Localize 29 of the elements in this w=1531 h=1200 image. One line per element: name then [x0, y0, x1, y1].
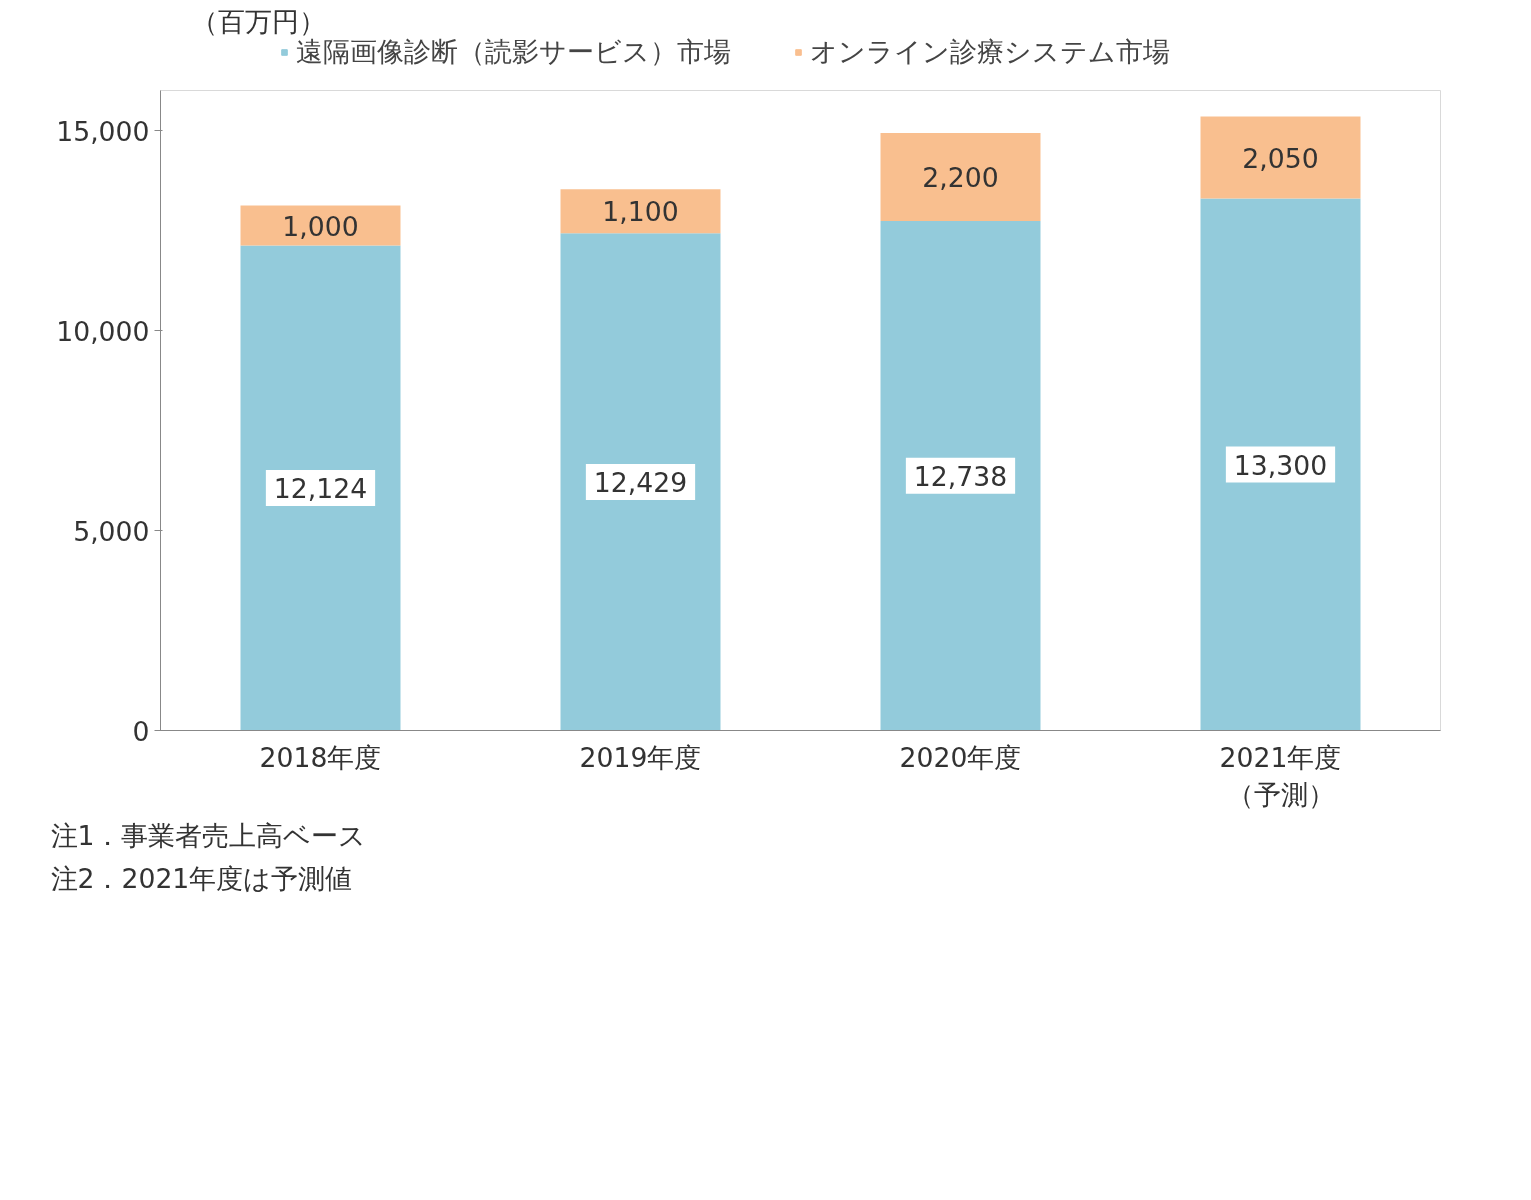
x-tick-label: 2018年度 [259, 741, 382, 773]
bar [560, 189, 721, 234]
y-tick-label: 0 [132, 715, 150, 747]
y-tick-label: 15,000 [56, 115, 150, 147]
data-label: 2,050 [1242, 142, 1319, 174]
y-axis-title: （百万円） [190, 5, 326, 37]
text: 注1．事業者売上高ベース [50, 819, 367, 851]
bar [880, 220, 1041, 731]
legend-label: オンライン診療システム市場 [809, 35, 1170, 69]
y-tick-label: 10,000 [56, 315, 150, 347]
x-tick-label: 2020年度 [899, 741, 1022, 773]
data-label: 1,100 [602, 196, 679, 228]
data-label: 12,738 [913, 460, 1008, 492]
bar [880, 132, 1041, 221]
y-tick-label: 5,000 [73, 515, 150, 547]
x-tick-label: 2021年度（予測） [1219, 741, 1342, 810]
x-tick-label: 2019年度 [579, 741, 702, 773]
legend-label: 遠隔画像診断（読影サービス）市場 [295, 36, 731, 69]
bar [240, 245, 401, 731]
text: 注2．2021年度は予測値 [50, 862, 353, 894]
data-label: 12,429 [593, 466, 688, 498]
bar [1200, 198, 1361, 731]
data-label: 12,124 [273, 473, 368, 505]
data-label: 13,300 [1233, 449, 1328, 481]
bar [560, 233, 721, 731]
bar [240, 205, 401, 246]
bar [1200, 116, 1361, 199]
data-label: 1,000 [282, 210, 359, 242]
data-label: 2,200 [922, 161, 999, 193]
